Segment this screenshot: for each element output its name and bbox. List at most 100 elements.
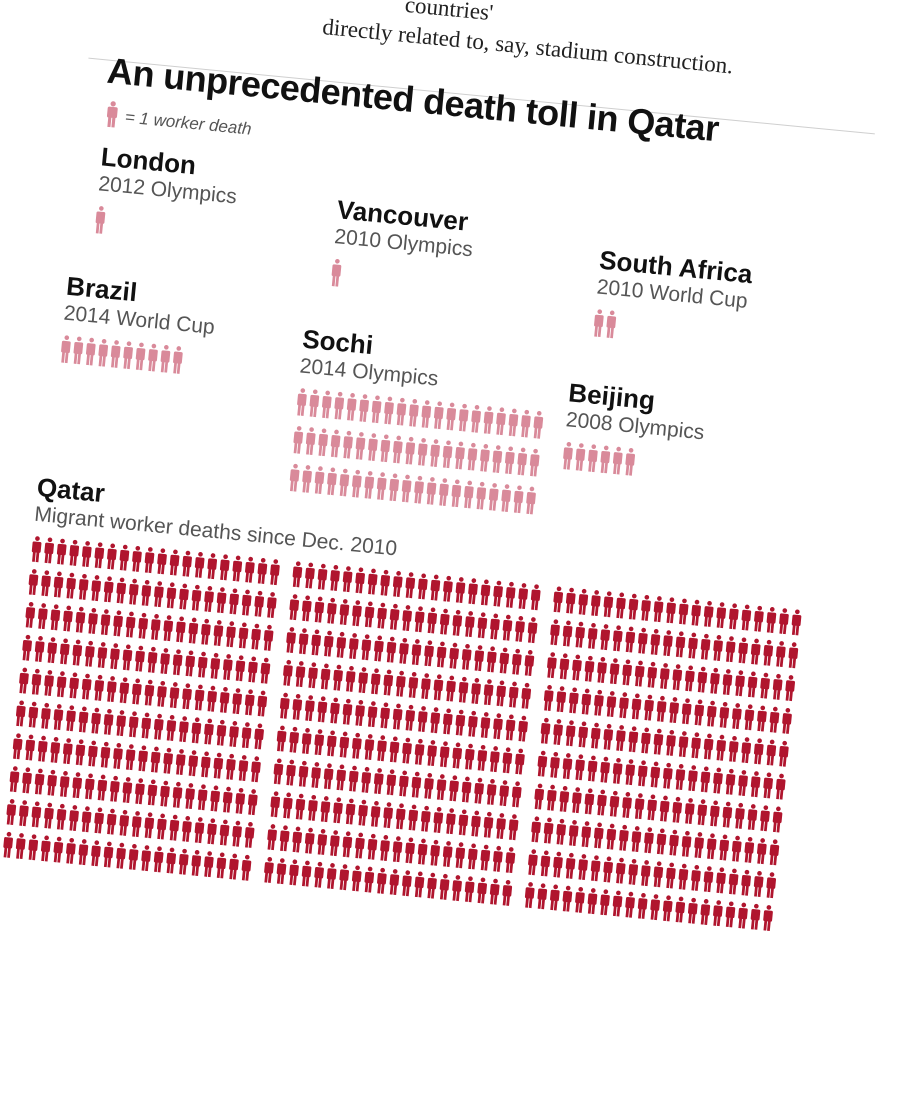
worker-death-mark: [409, 399, 419, 427]
worker-death-mark: [700, 633, 711, 660]
worker-death-mark: [738, 770, 748, 796]
worker-death-mark: [317, 696, 328, 723]
worker-death-mark: [747, 671, 758, 698]
worker-death-mark: [339, 731, 350, 758]
worker-death-mark: [216, 587, 227, 614]
worker-death-mark: [34, 636, 45, 662]
worker-death-mark: [301, 595, 312, 622]
worker-death-mark: [169, 549, 180, 576]
worker-death-mark: [659, 663, 670, 689]
worker-death-mark: [562, 753, 573, 780]
worker-death-mark: [113, 743, 123, 769]
worker-death-mark: [656, 828, 667, 855]
worker-death-mark: [710, 800, 720, 827]
worker-death-mark: [647, 661, 658, 688]
worker-death-mark: [200, 751, 211, 778]
worker-death-mark: [606, 691, 617, 718]
worker-death-mark: [163, 615, 174, 642]
worker-death-mark: [597, 657, 607, 683]
worker-death-mark: [540, 850, 551, 877]
worker-death-mark: [370, 668, 381, 695]
worker-death-mark: [606, 310, 617, 339]
worker-death-mark: [750, 771, 761, 798]
worker-death-mark: [691, 599, 701, 626]
worker-death-mark: [687, 897, 698, 924]
worker-death-mark: [600, 445, 611, 474]
worker-death-mark: [443, 708, 453, 735]
worker-death-mark: [511, 781, 522, 808]
worker-death-mark: [529, 448, 540, 477]
worker-death-mark: [53, 704, 64, 731]
worker-death-mark: [317, 829, 328, 855]
worker-death-mark: [563, 442, 573, 470]
worker-death-mark: [669, 829, 679, 856]
worker-death-mark: [588, 444, 598, 473]
worker-death-mark: [41, 702, 51, 729]
worker-death-mark: [483, 406, 494, 434]
worker-death-mark: [666, 729, 676, 756]
worker-death-mark: [713, 767, 723, 794]
worker-death-mark: [537, 750, 548, 777]
worker-death-mark: [625, 626, 636, 653]
worker-death-mark: [728, 736, 739, 762]
worker-death-mark: [216, 719, 227, 746]
worker-death-mark: [314, 466, 325, 494]
legend-key: = 1 worker death: [104, 100, 252, 139]
worker-death-mark: [703, 866, 714, 893]
pictogram-figures: [552, 441, 702, 574]
worker-death-mark: [185, 650, 195, 677]
worker-death-mark: [78, 573, 89, 600]
worker-death-mark: [638, 627, 648, 654]
worker-death-mark: [565, 852, 576, 879]
worker-death-mark: [75, 606, 86, 633]
worker-death-mark: [97, 774, 108, 801]
worker-death-mark: [40, 835, 51, 862]
worker-death-mark: [612, 757, 623, 784]
worker-death-mark: [125, 744, 136, 771]
worker-death-mark: [128, 843, 139, 870]
worker-death-mark: [468, 710, 478, 737]
worker-death-mark: [590, 855, 601, 882]
worker-death-mark: [399, 637, 409, 664]
worker-death-mark: [355, 832, 365, 859]
worker-death-mark: [173, 346, 183, 374]
worker-death-mark: [452, 742, 463, 769]
worker-death-mark: [292, 826, 303, 853]
worker-death-mark: [669, 697, 679, 724]
worker-death-mark: [446, 675, 456, 702]
worker-death-mark: [719, 701, 730, 728]
worker-death-mark: [569, 687, 579, 714]
worker-death-mark: [141, 845, 151, 872]
worker-death-mark: [25, 734, 36, 761]
pictogram-marks: [61, 335, 183, 374]
worker-death-mark: [376, 472, 387, 500]
worker-death-mark: [106, 808, 117, 835]
worker-death-mark: [270, 559, 280, 586]
worker-death-mark: [644, 694, 654, 721]
worker-death-mark: [418, 573, 428, 600]
worker-death-mark: [330, 429, 341, 458]
worker-death-mark: [776, 641, 786, 668]
worker-death-mark: [757, 838, 767, 865]
worker-death-mark: [94, 807, 104, 834]
worker-death-mark: [355, 700, 365, 726]
worker-death-mark: [355, 432, 366, 460]
worker-death-mark: [603, 723, 614, 750]
worker-death-mark: [392, 571, 403, 597]
worker-death-mark: [330, 830, 340, 857]
worker-death-mark: [254, 590, 265, 617]
worker-death-mark: [684, 798, 695, 825]
worker-death-mark: [293, 426, 304, 454]
worker-death-mark: [194, 684, 205, 711]
worker-death-mark: [75, 739, 86, 766]
worker-death-mark: [69, 539, 80, 566]
worker-death-mark: [442, 841, 453, 868]
worker-death-mark: [700, 766, 711, 793]
worker-death-mark: [612, 890, 623, 917]
worker-death-mark: [157, 680, 167, 707]
worker-death-mark: [616, 725, 626, 752]
worker-death-mark: [483, 679, 494, 706]
worker-death-mark: [550, 751, 560, 778]
worker-death-mark: [232, 820, 242, 847]
worker-death-mark: [251, 623, 261, 650]
